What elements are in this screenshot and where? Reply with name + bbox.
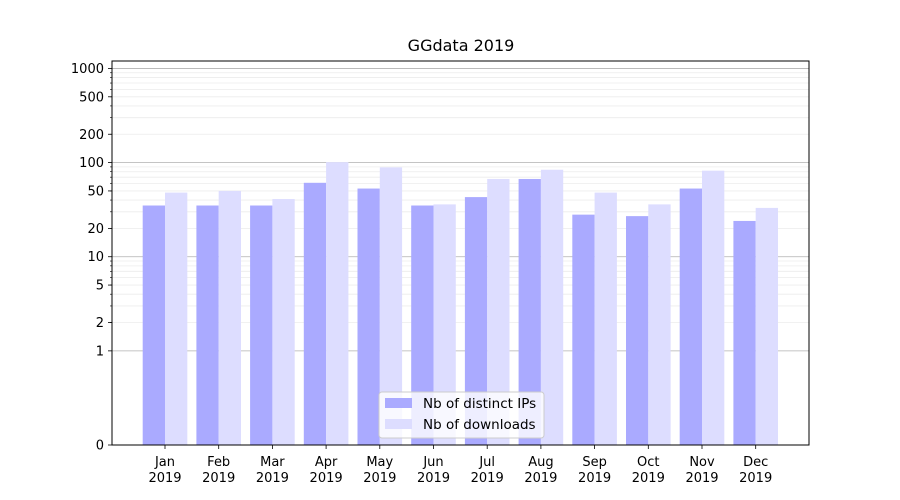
legend-label: Nb of distinct IPs <box>423 396 536 412</box>
bar-nb-of-downloads-apr <box>326 162 349 445</box>
x-tick-label-year: 2019 <box>148 471 181 486</box>
bar-nb-of-distinct-ips-jun <box>411 205 434 445</box>
legend-label: Nb of downloads <box>423 417 536 433</box>
y-tick-label: 2 <box>96 316 104 331</box>
x-tick-label-month: Apr <box>315 455 338 470</box>
bar-nb-of-downloads-aug <box>540 169 564 445</box>
x-tick-label-month: Feb <box>207 455 230 470</box>
plot-frame <box>111 60 810 446</box>
x-tick-label-year: 2019 <box>739 471 772 486</box>
bar-nb-of-distinct-ips-oct <box>626 216 649 445</box>
bar-nb-of-distinct-ips-aug <box>518 178 541 445</box>
x-tick-label-month: Jul <box>478 455 495 470</box>
bar-nb-of-downloads-jun <box>433 204 456 445</box>
bar-nb-of-distinct-ips-sep <box>572 214 595 445</box>
legend-box <box>378 391 545 439</box>
y-tick-label: 5 <box>96 279 104 294</box>
y-axis: 0 1 2 5 10 20 50 100 200 500 1000 <box>71 62 112 454</box>
bar-nb-of-distinct-ips-jan <box>142 205 165 445</box>
x-tick-label-year: 2019 <box>256 471 289 486</box>
x-tick-label-month: Nov <box>689 455 715 470</box>
legend-swatch <box>385 419 412 429</box>
y-tick-label: 10 <box>87 250 104 265</box>
y-tick-label: 200 <box>79 128 104 143</box>
x-tick-label-year: 2019 <box>471 471 504 486</box>
x-tick-label-month: Mar <box>260 455 285 470</box>
bar-nb-of-downloads-oct <box>648 204 671 445</box>
bar-nb-of-distinct-ips-dec <box>733 220 756 445</box>
bars <box>142 162 778 446</box>
x-tick-label-year: 2019 <box>363 471 396 486</box>
legend: Nb of distinct IPs Nb of downloads <box>378 391 545 439</box>
x-tick-label-month: Dec <box>743 455 768 470</box>
x-tick-label-year: 2019 <box>524 471 557 486</box>
x-tick-label-month: Jun <box>422 455 443 470</box>
y-tick-label: 1000 <box>71 62 104 77</box>
bar-nb-of-downloads-jan <box>165 192 188 445</box>
bar-nb-of-downloads-nov <box>702 170 725 445</box>
y-tick-label: 20 <box>87 222 104 237</box>
bar-nb-of-distinct-ips-mar <box>250 205 273 445</box>
x-tick-label-month: Aug <box>528 455 553 470</box>
bar-nb-of-downloads-mar <box>272 199 295 445</box>
x-tick-label-month: Jan <box>154 455 175 470</box>
x-tick-label-month: Oct <box>637 455 659 470</box>
bar-nb-of-downloads-feb <box>218 190 241 445</box>
y-tick-label: 1 <box>96 344 104 359</box>
x-tick-label-month: May <box>366 455 393 470</box>
y-tick-label: 0 <box>96 439 104 454</box>
bar-nb-of-distinct-ips-jul <box>464 197 488 445</box>
x-tick-label-year: 2019 <box>202 471 235 486</box>
y-tick-label: 50 <box>87 184 104 199</box>
bar-nb-of-distinct-ips-may <box>357 188 380 446</box>
x-tick-label-year: 2019 <box>685 471 718 486</box>
x-tick-label-year: 2019 <box>310 471 343 486</box>
bar-nb-of-downloads-sep <box>594 192 617 445</box>
x-tick-label-year: 2019 <box>632 471 665 486</box>
x-axis: Jan2019Feb2019Mar2019Apr2019May2019Jun20… <box>148 445 772 486</box>
bar-nb-of-distinct-ips-nov <box>679 188 702 446</box>
bar-nb-of-distinct-ips-feb <box>196 205 219 445</box>
bar-nb-of-downloads-may <box>379 167 403 445</box>
x-tick-label-month: Sep <box>582 455 607 470</box>
bar-nb-of-downloads-dec <box>755 207 778 445</box>
y-tick-label: 100 <box>79 156 104 171</box>
chart-title: GGdata 2019 <box>408 36 515 55</box>
bar-nb-of-distinct-ips-apr <box>303 182 327 446</box>
bar-nb-of-downloads-jul <box>487 178 510 445</box>
y-tick-label: 500 <box>79 90 104 105</box>
x-tick-label-year: 2019 <box>578 471 611 486</box>
legend-swatch <box>385 398 412 408</box>
x-tick-label-year: 2019 <box>417 471 450 486</box>
